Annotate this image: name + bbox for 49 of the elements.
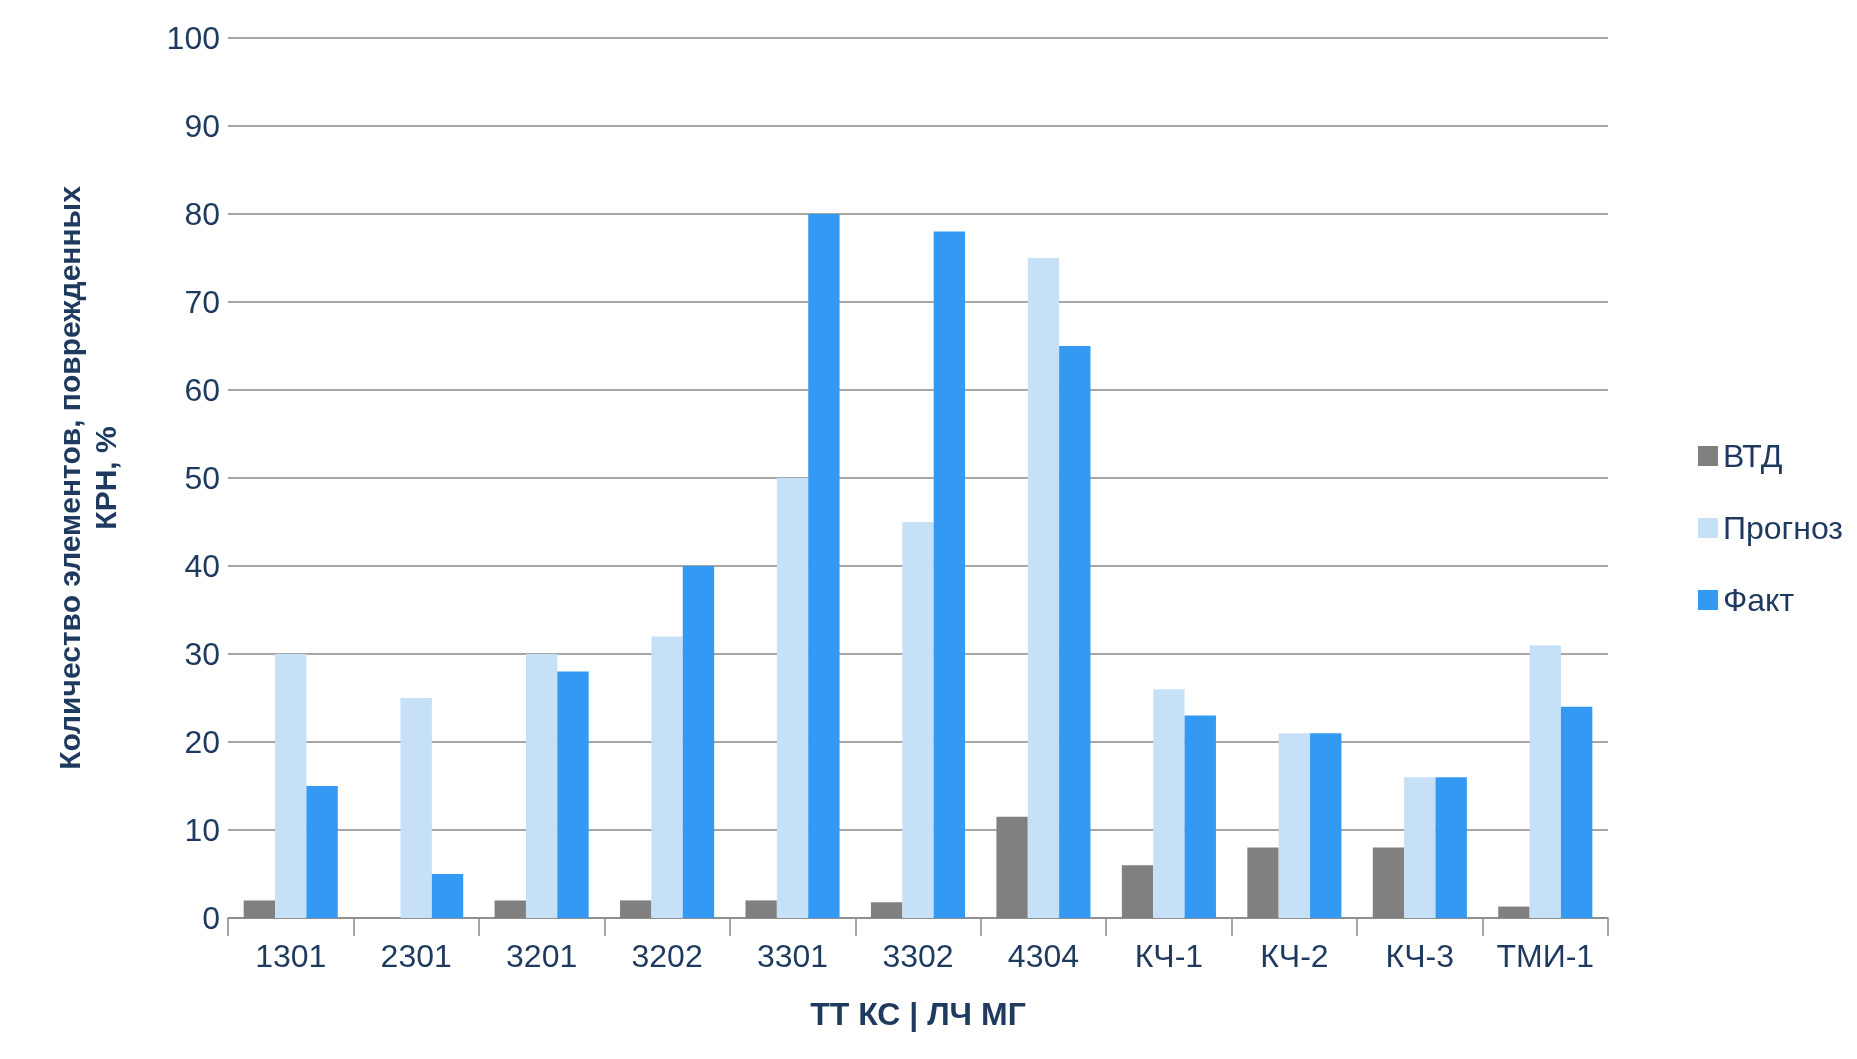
y-axis-title: Количество элементов, поврежденных КРН, % xyxy=(52,185,122,770)
x-tick-label: КЧ-1 xyxy=(1134,938,1204,974)
x-tick-label: 3201 xyxy=(506,938,578,974)
x-tick-label: КЧ-3 xyxy=(1385,938,1455,974)
y-tick-label: 20 xyxy=(184,724,220,760)
y-tick-label: 70 xyxy=(184,284,220,320)
x-axis-title: ТТ КС | ЛЧ МГ xyxy=(810,996,1026,1032)
bar xyxy=(306,786,338,918)
y-tick-label: 90 xyxy=(184,108,220,144)
legend-label: ВТД xyxy=(1722,438,1783,474)
bar xyxy=(525,654,558,918)
y-tick-label: 80 xyxy=(184,196,220,232)
bar xyxy=(1153,689,1185,918)
bar xyxy=(902,522,934,918)
bar xyxy=(400,698,432,918)
bar xyxy=(1560,706,1593,918)
y-tick-label: 10 xyxy=(184,812,220,848)
y-tick-label: 30 xyxy=(184,636,220,672)
y-tick-label: 0 xyxy=(202,900,220,936)
x-tick-label: 1301 xyxy=(255,938,327,974)
bar xyxy=(275,654,307,918)
bar xyxy=(808,214,840,918)
bar xyxy=(557,671,589,918)
x-tick-label: 4304 xyxy=(1007,938,1080,974)
bar xyxy=(933,231,966,918)
legend-label: Факт xyxy=(1722,582,1795,618)
bar xyxy=(1027,258,1060,918)
y-tick-label: 40 xyxy=(184,548,220,584)
bar xyxy=(651,636,683,918)
bar xyxy=(1435,777,1467,918)
x-tick-label: ТМИ-1 xyxy=(1496,938,1595,974)
bar xyxy=(431,874,464,918)
x-tick-label: 2301 xyxy=(380,938,452,974)
x-tick-label: 3302 xyxy=(882,938,954,974)
bar xyxy=(1310,733,1342,918)
bar xyxy=(1059,346,1091,918)
bar xyxy=(776,478,809,918)
bar xyxy=(682,566,715,918)
x-tick-label: 3301 xyxy=(756,938,829,974)
y-tick-label: 60 xyxy=(184,372,220,408)
y-tick-label: 50 xyxy=(184,460,220,496)
bar xyxy=(1278,733,1311,918)
x-tick-label: КЧ-2 xyxy=(1260,938,1329,974)
y-tick-label: 100 xyxy=(166,20,220,56)
legend-label: Прогноз xyxy=(1722,510,1843,546)
bar xyxy=(1404,777,1436,918)
bar xyxy=(1529,645,1561,918)
x-tick-label: 3202 xyxy=(631,938,703,974)
bar xyxy=(1184,715,1216,918)
